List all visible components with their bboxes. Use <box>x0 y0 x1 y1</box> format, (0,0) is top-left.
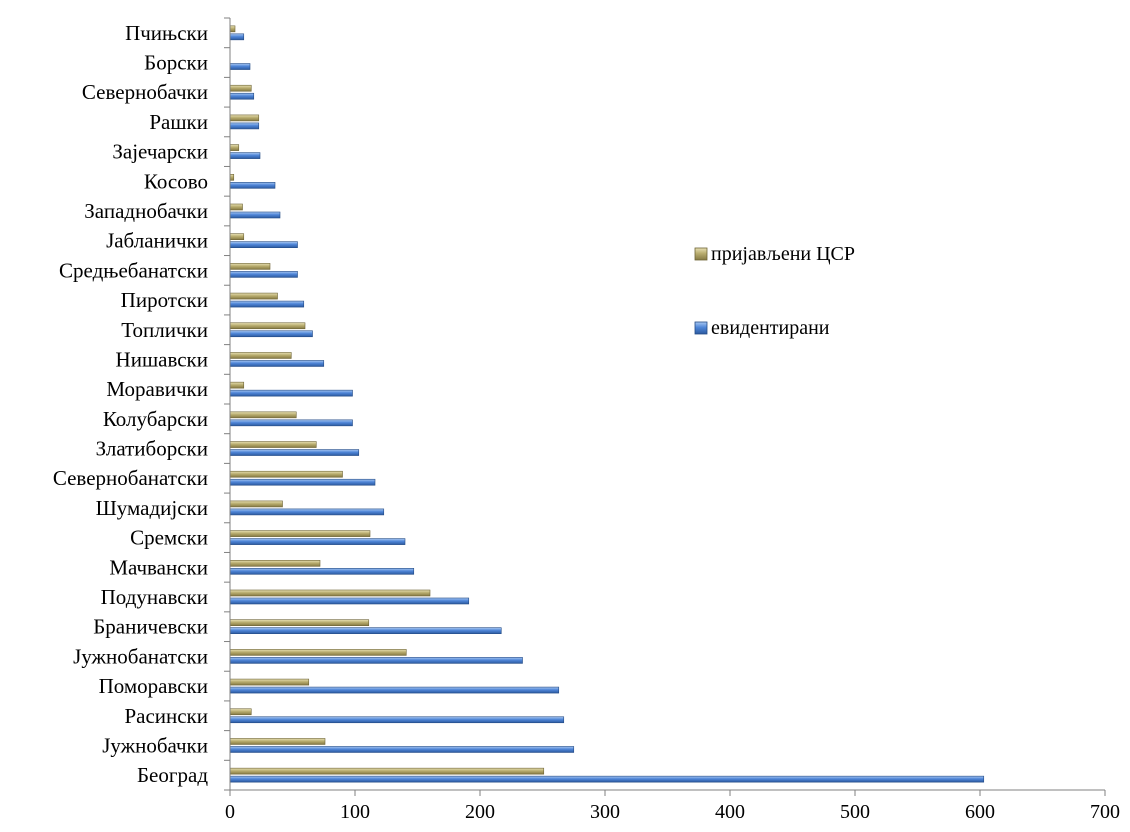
legend-evidentirani-swatch <box>694 321 708 335</box>
category-label: Подунавски <box>101 585 208 609</box>
bar-prijavljeni-4 <box>229 649 407 656</box>
bar-evidentirani-5 <box>229 627 502 634</box>
category-label: Пчињски <box>125 21 208 45</box>
category-label: Сремски <box>130 526 208 550</box>
bar-evidentirani-13 <box>229 389 353 397</box>
bar-evidentirani-15 <box>229 330 313 338</box>
x-tick-label: 300 <box>590 801 620 823</box>
category-label: Борски <box>144 51 208 75</box>
bar-prijavljeni-1 <box>229 738 326 745</box>
axes-layer <box>224 17 1106 796</box>
bar-evidentirani-7 <box>229 568 415 575</box>
bar-evidentirani-24 <box>229 63 251 70</box>
category-label: Шумадијски <box>96 496 208 520</box>
category-label: Пиротски <box>121 288 208 312</box>
bar-evidentirani-10 <box>229 478 376 486</box>
bar-evidentirani-12 <box>229 419 353 427</box>
category-label: Мачвански <box>109 555 208 579</box>
bar-evidentirani-18 <box>229 241 298 248</box>
bar-prijavljeni-2 <box>229 708 252 716</box>
bar-prijavljeni-8 <box>229 530 371 537</box>
legend: пријављени ЦСР евидентирани <box>694 243 855 339</box>
legend-prijavljeni-swatch <box>694 247 708 261</box>
bar-evidentirani-2 <box>229 716 565 724</box>
category-label: Поморавски <box>99 674 208 698</box>
bar-prijavljeni-16 <box>229 292 278 300</box>
bar-prijavljeni-3 <box>229 678 310 686</box>
x-tick-label: 600 <box>965 801 995 823</box>
bar-prijavljeni-11 <box>229 441 317 448</box>
bar-evidentirani-0 <box>229 775 985 783</box>
category-label: Златиборски <box>96 437 208 461</box>
category-label: Јужнобачки <box>102 733 208 757</box>
category-label: Моравички <box>106 377 208 401</box>
x-tick-label: 0 <box>225 801 235 823</box>
x-tick-label: 100 <box>340 801 370 823</box>
bar-prijavljeni-23 <box>229 84 252 92</box>
bar-prijavljeni-10 <box>229 470 343 478</box>
category-label: Јужнобанатски <box>73 644 208 668</box>
category-label: Београд <box>137 763 208 787</box>
category-label: Колубарски <box>103 407 208 431</box>
x-tick-label: 700 <box>1090 801 1120 823</box>
bar-prijavljeni-25 <box>229 25 236 33</box>
category-label: Зајечарски <box>112 140 208 164</box>
bar-prijavljeni-15 <box>229 322 306 330</box>
bar-evidentirani-16 <box>229 300 305 308</box>
bar-evidentirani-22 <box>229 122 260 130</box>
bar-prijavljeni-9 <box>229 500 283 508</box>
x-tick-label: 200 <box>465 801 495 823</box>
category-label: Рашки <box>149 110 208 134</box>
category-label: Косово <box>144 169 208 193</box>
category-label: Нишавски <box>116 347 208 371</box>
bars-layer <box>229 25 985 783</box>
bar-prijavljeni-21 <box>229 144 240 151</box>
bar-evidentirani-14 <box>229 360 325 367</box>
category-label: Јабланички <box>106 229 208 253</box>
bar-evidentirani-6 <box>229 597 470 605</box>
legend-evidentirani-label: евидентирани <box>711 317 830 339</box>
bar-evidentirani-17 <box>229 271 298 278</box>
bar-evidentirani-19 <box>229 211 281 219</box>
category-label: Топлички <box>121 318 208 342</box>
category-label: Расински <box>124 704 208 728</box>
bar-prijavljeni-22 <box>229 114 260 122</box>
bar-evidentirani-20 <box>229 182 276 189</box>
x-tick-label: 500 <box>840 801 870 823</box>
bar-prijavljeni-13 <box>229 381 245 389</box>
bar-prijavljeni-20 <box>229 174 235 181</box>
bar-prijavljeni-7 <box>229 560 321 567</box>
category-label: Браничевски <box>93 615 208 639</box>
bar-evidentirani-4 <box>229 657 523 664</box>
bar-prijavljeni-14 <box>229 352 292 359</box>
bar-evidentirani-1 <box>229 746 575 753</box>
bar-evidentirani-21 <box>229 152 261 159</box>
bar-evidentirani-8 <box>229 538 406 545</box>
bar-evidentirani-11 <box>229 449 360 456</box>
x-tick-label: 400 <box>715 801 745 823</box>
bar-prijavljeni-12 <box>229 411 297 419</box>
category-label: Средњебанатски <box>59 258 208 282</box>
bar-evidentirani-25 <box>229 33 245 41</box>
bar-prijavljeni-18 <box>229 233 245 240</box>
bar-evidentirani-9 <box>229 508 385 516</box>
bar-evidentirani-23 <box>229 92 255 100</box>
bar-prijavljeni-17 <box>229 263 271 270</box>
category-label: Севернобанатски <box>53 466 208 490</box>
bar-prijavljeni-0 <box>229 767 545 775</box>
legend-prijavljeni-label: пријављени ЦСР <box>711 243 855 265</box>
category-label: Западнобачки <box>84 199 208 223</box>
bar-prijavljeni-19 <box>229 203 243 211</box>
bar-prijavljeni-6 <box>229 589 431 597</box>
bar-prijavljeni-5 <box>229 619 370 626</box>
bar-evidentirani-3 <box>229 686 560 694</box>
labels-layer: Београд Јужнобачки Расински Поморавски Јужно… <box>53 21 1120 823</box>
category-label: Севернобачки <box>82 80 208 104</box>
